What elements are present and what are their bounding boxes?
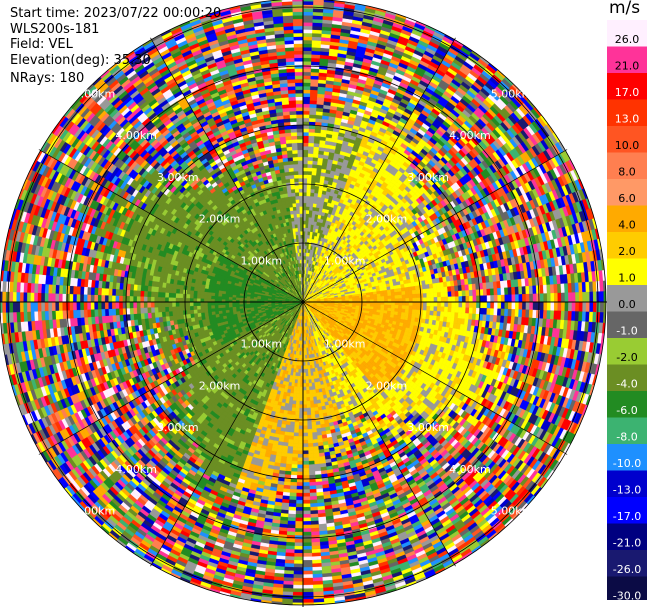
range-ring-label: 3.00km	[157, 421, 199, 434]
colorbar-swatch	[607, 523, 647, 551]
azimuth-spoke	[150, 301, 304, 567]
colorbar-swatch	[607, 417, 647, 445]
range-ring-label: 3.00km	[407, 171, 449, 184]
colorbar-tick-label: -4.0	[616, 378, 637, 391]
range-ring-label: 1.00km	[324, 338, 366, 351]
colorbar-tick-label: -30.0	[613, 590, 641, 601]
colorbar-swatch	[607, 258, 647, 286]
colorbar-tick-label: 21.0	[615, 60, 640, 73]
colorbar-swatch	[607, 73, 647, 100]
colorbar-tick-label: -1.0	[616, 325, 637, 338]
range-ring-label: 4.00km	[449, 463, 491, 476]
colorbar-tick-label: -21.0	[613, 537, 641, 550]
velocity-field	[0, 0, 606, 605]
range-ring-label: 3.00km	[407, 421, 449, 434]
range-ring-label: 4.00km	[115, 129, 157, 142]
range-ring-label: 2.00km	[366, 213, 408, 226]
range-ring-label: 1.00km	[324, 254, 366, 267]
colorbar-swatch	[607, 497, 647, 524]
colorbar-swatch	[607, 46, 647, 74]
colorbar-swatch	[607, 152, 647, 180]
azimuth-spoke	[302, 301, 456, 567]
azimuth-spoke	[150, 37, 304, 303]
colorbar-swatch	[607, 285, 647, 312]
colorbar-tick-label: -13.0	[613, 484, 641, 497]
colorbar-tick-label: 10.0	[615, 139, 640, 152]
elevation-label: Elevation(deg): 35.30	[10, 53, 151, 69]
range-ring-label: 5.00km	[491, 505, 533, 518]
colorbar-tick-label: 26.0	[615, 33, 640, 46]
azimuth-spoke	[302, 149, 568, 303]
colorbar-tick-label: 4.0	[618, 219, 636, 232]
azimuth-spoke	[38, 301, 304, 455]
azimuth-spoke	[38, 149, 304, 303]
colorbar-swatch	[607, 338, 647, 365]
colorbar-swatch	[607, 126, 647, 153]
colorbar-tick-label: 17.0	[615, 86, 640, 99]
colorbar-tick-label: 6.0	[618, 192, 636, 205]
colorbar-swatch	[607, 444, 647, 471]
range-ring-label: 2.00km	[366, 379, 408, 392]
range-ring-label: 5.00km	[74, 87, 116, 100]
range-ring-label: 3.00km	[157, 171, 199, 184]
instrument-label: WLS200s-181	[10, 22, 99, 38]
colorbar-tick-label: 0.0	[618, 298, 636, 311]
colorbar-swatch	[607, 391, 647, 418]
colorbar: 26.0 21.0 17.0 13.0 10.0 8.0 6.0 4.0 2.0 1.0 0.0 -1…	[607, 20, 647, 600]
azimuth-spoke	[302, 301, 568, 455]
colorbar-unit: m/s	[609, 0, 640, 18]
colorbar-tick-label: 13.0	[615, 113, 640, 126]
nrays-label: NRays: 180	[10, 71, 84, 87]
colorbar-swatch	[607, 20, 647, 47]
colorbar-tick-label: 8.0	[618, 166, 636, 179]
colorbar-swatch	[607, 99, 647, 127]
range-ring-label: 2.00km	[199, 213, 241, 226]
range-ring-label: 5.00km	[74, 505, 116, 518]
colorbar-tick-label: -26.0	[613, 563, 641, 576]
colorbar-swatch	[607, 205, 647, 233]
colorbar-tick-label: -6.0	[616, 404, 637, 417]
start-time-label: Start time: 2023/07/22 00:00:20	[10, 6, 221, 22]
colorbar-swatch	[607, 470, 647, 498]
colorbar-swatch	[607, 311, 647, 339]
colorbar-tick-label: -10.0	[613, 457, 641, 470]
colorbar-swatch	[607, 364, 647, 392]
range-ring-label: 1.00km	[240, 254, 282, 267]
colorbar-tick-label: -8.0	[616, 431, 637, 444]
field-label: Field: VEL	[10, 37, 73, 53]
range-ring-label: 1.00km	[240, 338, 282, 351]
colorbar-swatch	[607, 232, 647, 259]
range-ring-label: 2.00km	[199, 379, 241, 392]
colorbar-swatch	[607, 179, 647, 206]
colorbar-tick-label: -17.0	[613, 510, 641, 523]
colorbar-swatch	[607, 550, 647, 577]
range-ring-label: 4.00km	[449, 129, 491, 142]
colorbar-tick-label: -2.0	[616, 351, 637, 364]
range-ring-label: 4.00km	[115, 463, 157, 476]
azimuth-spoke	[302, 37, 456, 303]
colorbar-tick-label: 1.0	[618, 272, 636, 285]
colorbar-swatch	[607, 576, 647, 600]
colorbar-tick-label: 2.0	[618, 245, 636, 258]
range-ring-label: 5.00km	[491, 87, 533, 100]
